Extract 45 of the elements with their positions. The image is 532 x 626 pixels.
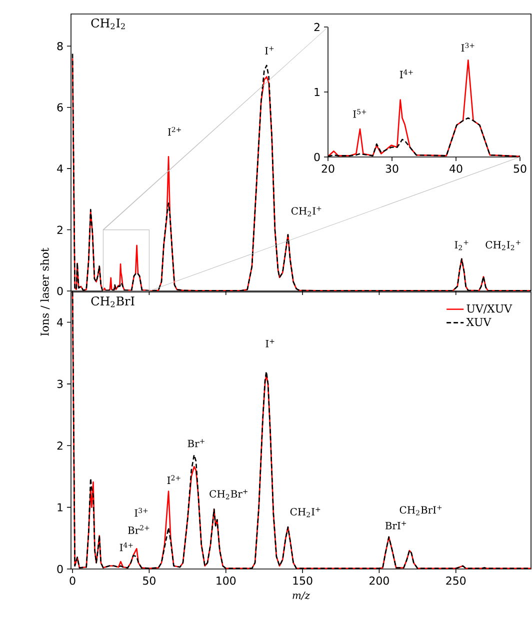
annotation: I$^{2+}$ [167, 475, 180, 484]
annotation: I$^{3+}$ [461, 42, 474, 52]
x-tick-label: 50 [514, 164, 526, 173]
x-axis-title: m/z [292, 592, 310, 600]
x-tick-label: 0 [70, 576, 76, 585]
y-tick-label: 2 [314, 22, 320, 32]
y-tick-label: 8 [57, 42, 63, 50]
annotation: I$^{4+}$ [400, 69, 413, 78]
x-tick-label: 100 [216, 576, 236, 585]
annotation: Br$^{2+}$ [128, 525, 150, 534]
y-tick-label: 0 [314, 152, 320, 162]
annotation: CH$_{2}$BrI$^{+}$ [400, 506, 442, 516]
legend-label: UV/XUV [466, 304, 512, 314]
x-tick-label: 50 [143, 576, 156, 585]
y-tick-label: 2 [57, 226, 62, 234]
annotation: I$^{3+}$ [134, 508, 148, 517]
annotation: CH$_{2}$I$^{+}$ [290, 507, 320, 518]
y-tick-label: 3 [57, 380, 63, 388]
annotation: BrI$^{+}$ [385, 521, 406, 530]
y-tick-label: 0 [57, 286, 63, 296]
annotation: I$^{2+}$ [168, 126, 181, 136]
y-tick-label: 6 [57, 103, 63, 112]
x-tick-label: 30 [386, 164, 398, 173]
annotation: I$^{+}$ [265, 46, 274, 54]
x-tick-label: 20 [322, 164, 334, 173]
x-tick-label: 150 [293, 576, 312, 585]
annotation: CH$_{2}$Br$^{+}$ [210, 489, 248, 500]
annotation: I$^{5+}$ [353, 109, 366, 118]
y-tick-label: 4 [57, 164, 63, 173]
y-tick-label: 0 [57, 564, 63, 574]
y-tick-label: 1 [314, 88, 320, 96]
y-tick-label: 4 [57, 318, 63, 326]
x-tick-label: 40 [450, 164, 462, 173]
y-axis-title: Ions / laser shot [40, 248, 50, 336]
y-tick-label: 1 [58, 503, 62, 512]
legend-label: XUV [466, 318, 492, 326]
annotation: Br$^{+}$ [188, 439, 204, 448]
x-tick-label: 200 [370, 576, 389, 585]
chart-title: CH$_{2}$BrI [91, 296, 134, 308]
annotation: CH$_{2}$I$^{+}$ [291, 206, 322, 216]
annotation: I$^{4+}$ [120, 542, 133, 552]
y-tick-label: 2 [57, 442, 62, 450]
chart-title: CH$_{2}$I$_{2}$ [91, 18, 125, 30]
x-tick-label: 250 [446, 576, 466, 585]
annotation: I$^{+}$ [266, 339, 274, 348]
